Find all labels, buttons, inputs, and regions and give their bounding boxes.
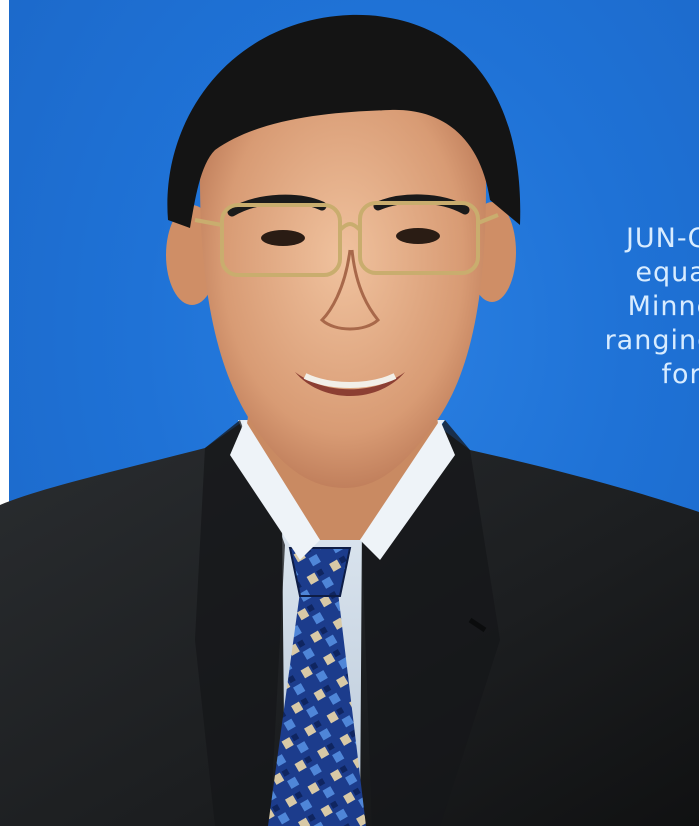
lapel-buttonhole <box>468 617 487 633</box>
left-eye <box>261 230 305 246</box>
eyeglasses <box>194 201 499 277</box>
mouth <box>295 372 405 396</box>
tie-knot <box>288 547 352 597</box>
left-lapel <box>195 420 285 826</box>
caption-line: JUN-CHEN <box>625 223 699 254</box>
caption-line: form <box>661 359 699 390</box>
teeth <box>303 373 397 388</box>
necktie <box>268 552 366 826</box>
collar-left <box>230 420 320 560</box>
nose <box>319 249 381 331</box>
left-border-strip <box>0 0 9 826</box>
caption-line: equation <box>635 257 699 288</box>
caption-line: Minnesot <box>627 291 699 322</box>
collar-right <box>360 420 455 560</box>
right-eye <box>396 228 440 244</box>
hair <box>167 14 521 228</box>
caption-text: JUN-CHEN equation Minnesot ranging fr fo… <box>440 222 699 392</box>
caption-line: ranging fr <box>604 325 699 356</box>
